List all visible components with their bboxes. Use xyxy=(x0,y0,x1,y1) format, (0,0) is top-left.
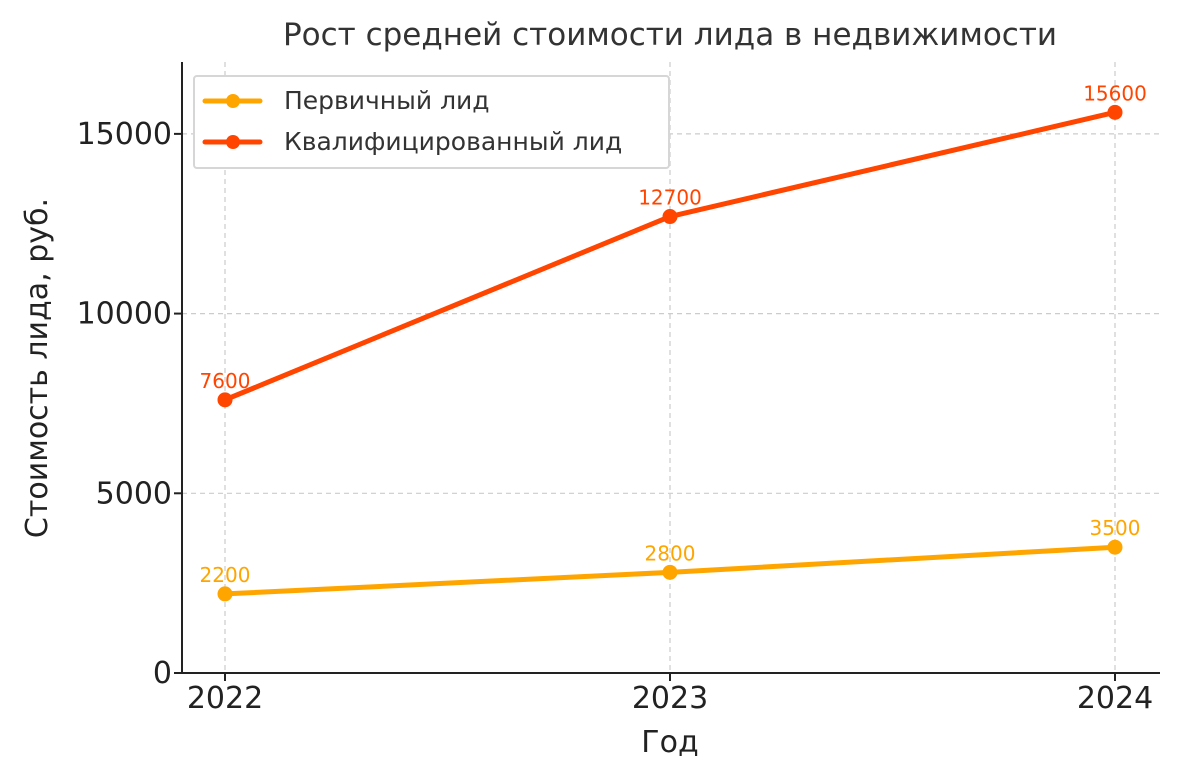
data-label: 7600 xyxy=(200,369,251,393)
x-tick-label: 2022 xyxy=(187,681,263,716)
chart-title: Рост средней стоимости лида в недвижимос… xyxy=(283,17,1057,53)
legend-label-1: Первичный лид xyxy=(284,86,490,115)
data-point xyxy=(1107,104,1123,120)
data-label: 15600 xyxy=(1083,81,1147,105)
legend-marker-2 xyxy=(226,135,240,149)
data-point xyxy=(217,586,233,602)
x-tick-label: 2023 xyxy=(632,681,708,716)
legend-label-2: Квалифицированный лид xyxy=(284,127,622,156)
ticks: 0 5000 10000 15000 2022 2023 2024 xyxy=(77,117,1154,716)
data-point xyxy=(662,564,678,580)
data-label: 2200 xyxy=(200,563,251,587)
legend-box xyxy=(193,75,670,169)
data-point xyxy=(217,392,233,408)
x-axis-label: Год xyxy=(641,725,698,760)
y-tick-label: 10000 xyxy=(77,297,172,332)
y-axis-label: Стоимость лида, руб. xyxy=(20,198,55,538)
data-label: 2800 xyxy=(645,541,696,565)
series-layer: 2200 2800 3500 7600 12700 15600 xyxy=(200,81,1147,602)
legend: Первичный лид Квалифицированный лид xyxy=(193,75,670,169)
data-point xyxy=(662,209,678,225)
y-tick-label: 5000 xyxy=(96,476,172,511)
y-tick-label: 0 xyxy=(153,656,172,691)
legend-marker-1 xyxy=(226,94,240,108)
data-label: 12700 xyxy=(638,186,702,210)
data-point xyxy=(1107,539,1123,555)
data-label: 3500 xyxy=(1090,516,1141,540)
x-tick-label: 2024 xyxy=(1077,681,1153,716)
y-tick-label: 15000 xyxy=(77,117,172,152)
